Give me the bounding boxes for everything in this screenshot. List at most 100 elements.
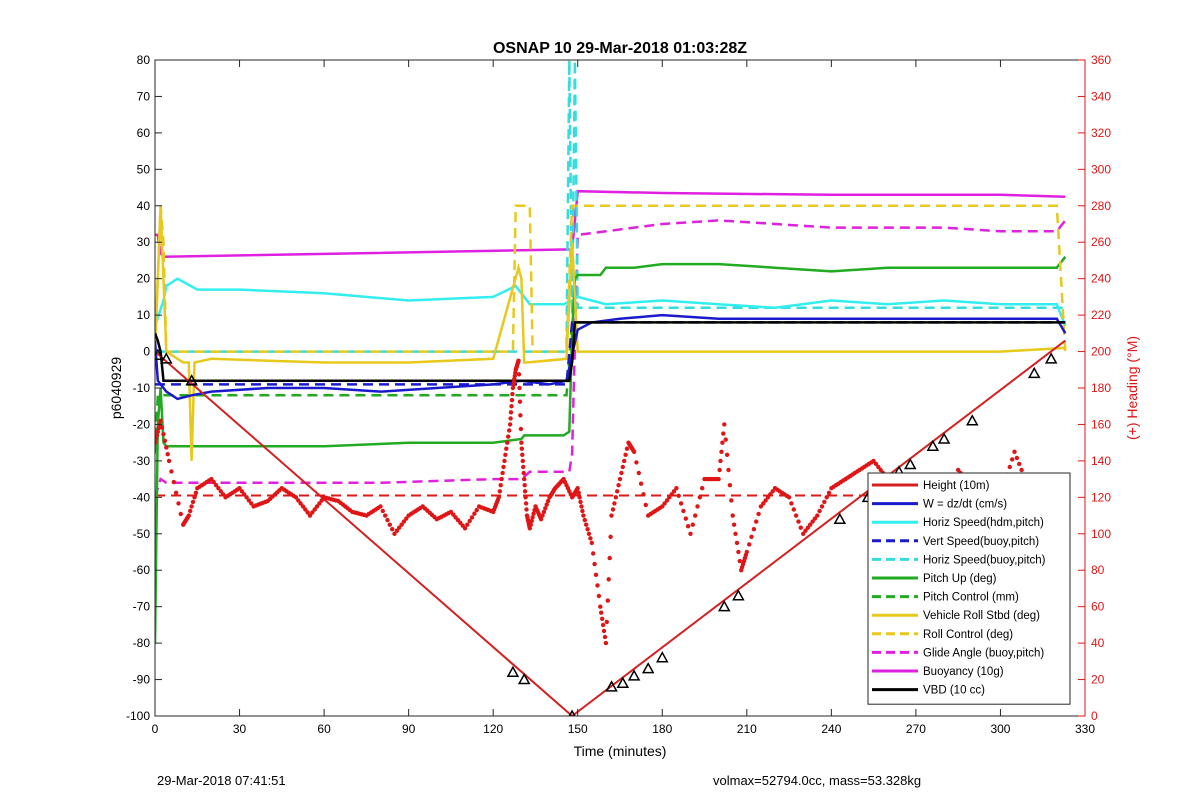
heading-point: [770, 489, 775, 494]
series-height-line: [155, 339, 1066, 716]
heading-point: [726, 467, 731, 473]
y2-tick-label: 260: [1091, 235, 1111, 249]
series-pitch-control-line: [155, 321, 1066, 454]
y2-tick-label: 300: [1091, 162, 1111, 176]
heading-point: [662, 501, 667, 506]
heading-point: [763, 498, 768, 503]
y-tick-label: -100: [126, 709, 150, 723]
heading-point: [700, 486, 705, 491]
y2-tick-label: 320: [1091, 126, 1111, 140]
heading-point: [399, 522, 404, 527]
heading-point: [531, 511, 536, 516]
heading-point: [527, 526, 532, 531]
y-tick-label: 10: [137, 308, 151, 322]
heading-point: [693, 513, 698, 518]
heading-point: [690, 522, 695, 527]
heading-point: [474, 507, 479, 513]
heading-point: [683, 516, 688, 521]
heading-point: [317, 501, 322, 506]
y-tick-label: -10: [133, 381, 151, 395]
x-tick-label: 300: [990, 722, 1010, 736]
y2-tick-label: 240: [1091, 272, 1111, 286]
heading-point: [524, 507, 529, 512]
x-tick-label: 180: [652, 722, 672, 736]
heading-point: [385, 517, 390, 523]
heading-point: [729, 498, 734, 503]
heading-point: [734, 540, 740, 546]
heading-point: [749, 534, 754, 539]
y2-axis-label: (+) Heading (°M): [1124, 336, 1140, 440]
y-tick-label: -60: [133, 563, 151, 577]
heading-point: [218, 489, 223, 494]
heading-point: [805, 525, 811, 530]
heading-point: [502, 458, 507, 464]
heading-point: [638, 481, 644, 486]
series-pitch-up-line: [155, 256, 1067, 644]
legend-box: [867, 472, 1071, 705]
x-tick-label: 330: [1075, 722, 1095, 736]
heading-point: [383, 513, 388, 518]
heading-point: [674, 486, 679, 491]
y-tick-label: 0: [143, 345, 150, 359]
heading-point: [178, 511, 183, 517]
heading-point: [392, 531, 397, 536]
footer-timestamp: 29-Mar-2018 07:41:51: [157, 773, 286, 788]
heading-point: [603, 640, 609, 646]
heading-point: [824, 495, 829, 500]
heading-point: [643, 502, 648, 508]
legend-label: Height (10m): [923, 480, 990, 492]
legend: Height (10m) W = dz/dt (cm/s) Horiz Speed(…: [867, 472, 1071, 705]
y2-tick-label: 180: [1091, 381, 1111, 395]
heading-point: [310, 510, 315, 515]
heading-point: [576, 490, 581, 495]
heading-point: [747, 542, 752, 547]
heading-point: [810, 519, 815, 524]
heading-point: [1017, 461, 1022, 467]
height-marker: [717, 600, 731, 612]
y-tick-label: 60: [137, 126, 151, 140]
y2-tick-label: 200: [1091, 345, 1111, 359]
x-tick-label: 90: [402, 722, 416, 736]
heading-point: [819, 504, 825, 509]
heading-point: [608, 534, 613, 539]
heading-point: [589, 540, 594, 546]
heading-point: [192, 495, 197, 500]
heading-point: [162, 438, 168, 443]
heading-point: [786, 495, 792, 500]
heading-point: [1010, 457, 1015, 462]
height-marker: [965, 414, 979, 426]
heading-point: [798, 525, 803, 530]
heading-point: [211, 479, 216, 485]
heading-point: [401, 519, 407, 524]
heading-point: [155, 440, 158, 445]
height-marker: [641, 662, 655, 674]
heading-point: [575, 486, 580, 491]
heading-point: [685, 524, 691, 529]
heading-point: [249, 501, 254, 506]
heading-point: [733, 531, 738, 536]
heading-point: [465, 522, 470, 527]
heading-point: [158, 418, 163, 423]
heading-point: [500, 470, 505, 476]
heading-point: [161, 432, 166, 437]
heading-point: [586, 531, 592, 536]
heading-point: [602, 634, 608, 640]
heading-point: [717, 467, 722, 473]
heading-point: [765, 495, 771, 500]
legend-label: Buoyancy (10g): [923, 666, 1004, 678]
height-marker: [605, 680, 618, 692]
chart-title: OSNAP 10 29-Mar-2018 01:03:28Z: [493, 40, 747, 57]
heading-point: [540, 513, 545, 518]
heading-point: [522, 476, 527, 482]
heading-point: [801, 531, 806, 536]
heading-point: [641, 492, 646, 497]
heading-point: [380, 508, 385, 514]
heading-point: [600, 622, 606, 628]
heading-point: [756, 511, 761, 517]
heading-point: [579, 504, 584, 509]
heading-point: [509, 397, 515, 403]
y-tick-label: -70: [133, 600, 151, 614]
heading-point: [584, 522, 589, 527]
heading-point: [720, 440, 725, 445]
heading-point: [378, 504, 383, 509]
